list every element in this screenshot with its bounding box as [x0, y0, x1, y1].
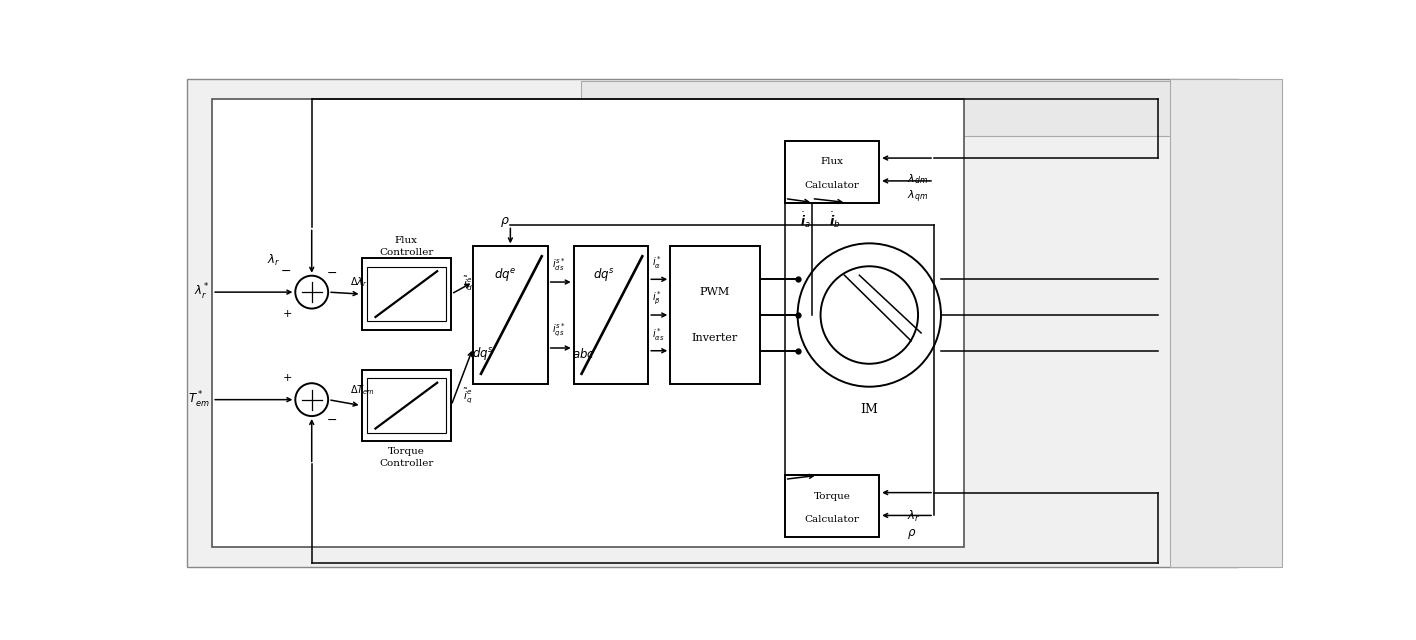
- Text: Torque: Torque: [814, 492, 851, 501]
- Text: +: +: [283, 372, 292, 383]
- Bar: [581, 81, 1277, 136]
- Text: $-$: $-$: [280, 264, 290, 276]
- Text: $\lambda_r$: $\lambda_r$: [908, 509, 920, 524]
- Text: Controller: Controller: [379, 248, 433, 257]
- Text: $dq^e$: $dq^e$: [494, 266, 515, 283]
- Text: +: +: [283, 309, 292, 319]
- Text: $dq^s$: $dq^s$: [593, 266, 615, 283]
- Text: $\tilde{i}^e_d$: $\tilde{i}^e_d$: [463, 275, 473, 293]
- Text: $-$: $-$: [326, 413, 337, 426]
- Text: $-$: $-$: [326, 266, 337, 278]
- Text: Inverter: Inverter: [692, 333, 738, 344]
- Bar: [367, 267, 446, 321]
- Text: $\lambda_{dm}$: $\lambda_{dm}$: [908, 172, 927, 186]
- Text: IM: IM: [861, 403, 878, 416]
- Text: $T^*_{em}$: $T^*_{em}$: [188, 390, 210, 410]
- Bar: [784, 476, 879, 537]
- Text: Calculator: Calculator: [804, 180, 860, 189]
- Text: $i^*_{\alpha}$: $i^*_{\alpha}$: [653, 255, 663, 271]
- Text: $dq^s$: $dq^s$: [472, 346, 494, 362]
- Text: $i^{s*}_{qs}$: $i^{s*}_{qs}$: [552, 322, 565, 339]
- Text: $abc$: $abc$: [572, 347, 595, 361]
- Text: Calculator: Calculator: [804, 515, 860, 524]
- Text: $\Delta T_{em}$: $\Delta T_{em}$: [350, 383, 375, 397]
- Text: Flux: Flux: [395, 236, 418, 245]
- Bar: [473, 246, 548, 384]
- Text: Flux: Flux: [820, 157, 844, 166]
- Text: $\rho$: $\rho$: [500, 216, 510, 229]
- Text: Torque: Torque: [388, 447, 425, 456]
- Bar: [361, 370, 452, 442]
- Text: $i^{s*}_{ds}$: $i^{s*}_{ds}$: [552, 256, 565, 273]
- Text: $\Delta\lambda_r$: $\Delta\lambda_r$: [350, 275, 368, 289]
- Text: $\dot{\boldsymbol{i}}_b$: $\dot{\boldsymbol{i}}_b$: [828, 211, 840, 230]
- Bar: [670, 246, 760, 384]
- Bar: [784, 141, 879, 202]
- Bar: [573, 246, 649, 384]
- Text: $\lambda^*_r$: $\lambda^*_r$: [194, 282, 210, 302]
- Text: $\tilde{i}^e_q$: $\tilde{i}^e_q$: [463, 387, 473, 405]
- Bar: [1170, 79, 1283, 567]
- Bar: [187, 79, 1238, 567]
- Text: $\lambda_r$: $\lambda_r$: [268, 253, 280, 268]
- Text: $\dot{\boldsymbol{i}}_a$: $\dot{\boldsymbol{i}}_a$: [800, 211, 811, 230]
- Bar: [361, 259, 452, 330]
- Text: $i^*_{\beta}$: $i^*_{\beta}$: [653, 290, 663, 307]
- Text: $\rho$: $\rho$: [908, 527, 916, 541]
- Text: $i^*_{\alpha s}$: $i^*_{\alpha s}$: [653, 326, 666, 343]
- Text: PWM: PWM: [700, 287, 731, 297]
- Bar: [367, 378, 446, 433]
- Text: $\lambda_{qm}$: $\lambda_{qm}$: [908, 188, 927, 205]
- Text: Controller: Controller: [379, 460, 433, 468]
- Bar: [212, 99, 964, 547]
